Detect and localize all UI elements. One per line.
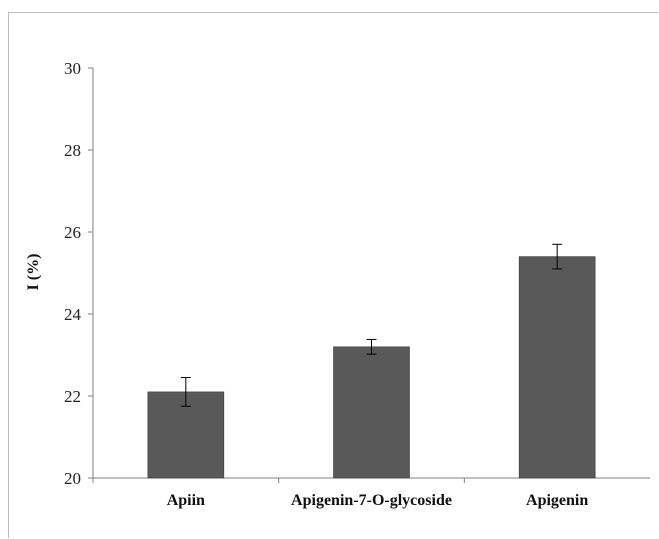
bars [147,256,596,479]
y-tick-label: 20 [64,469,81,488]
y-axis-label: I (%) [25,254,42,291]
y-tick-label: 30 [64,59,81,78]
y-tick-label: 28 [64,141,81,160]
y-ticks: 20 22 24 26 28 30 [64,59,93,488]
y-tick-label: 24 [64,305,82,324]
bar [333,346,410,479]
bar [518,256,596,479]
x-category-labels: Apiin Apigenin-7-O-glycoside Apigenin [167,492,589,509]
y-tick-label: 22 [64,387,81,406]
y-tick-label: 26 [64,223,81,242]
x-category-label: Apiin [167,492,205,509]
x-category-label: Apigenin [526,492,588,509]
x-category-label: Apigenin-7-O-glycoside [291,492,452,509]
error-bars [180,243,563,407]
